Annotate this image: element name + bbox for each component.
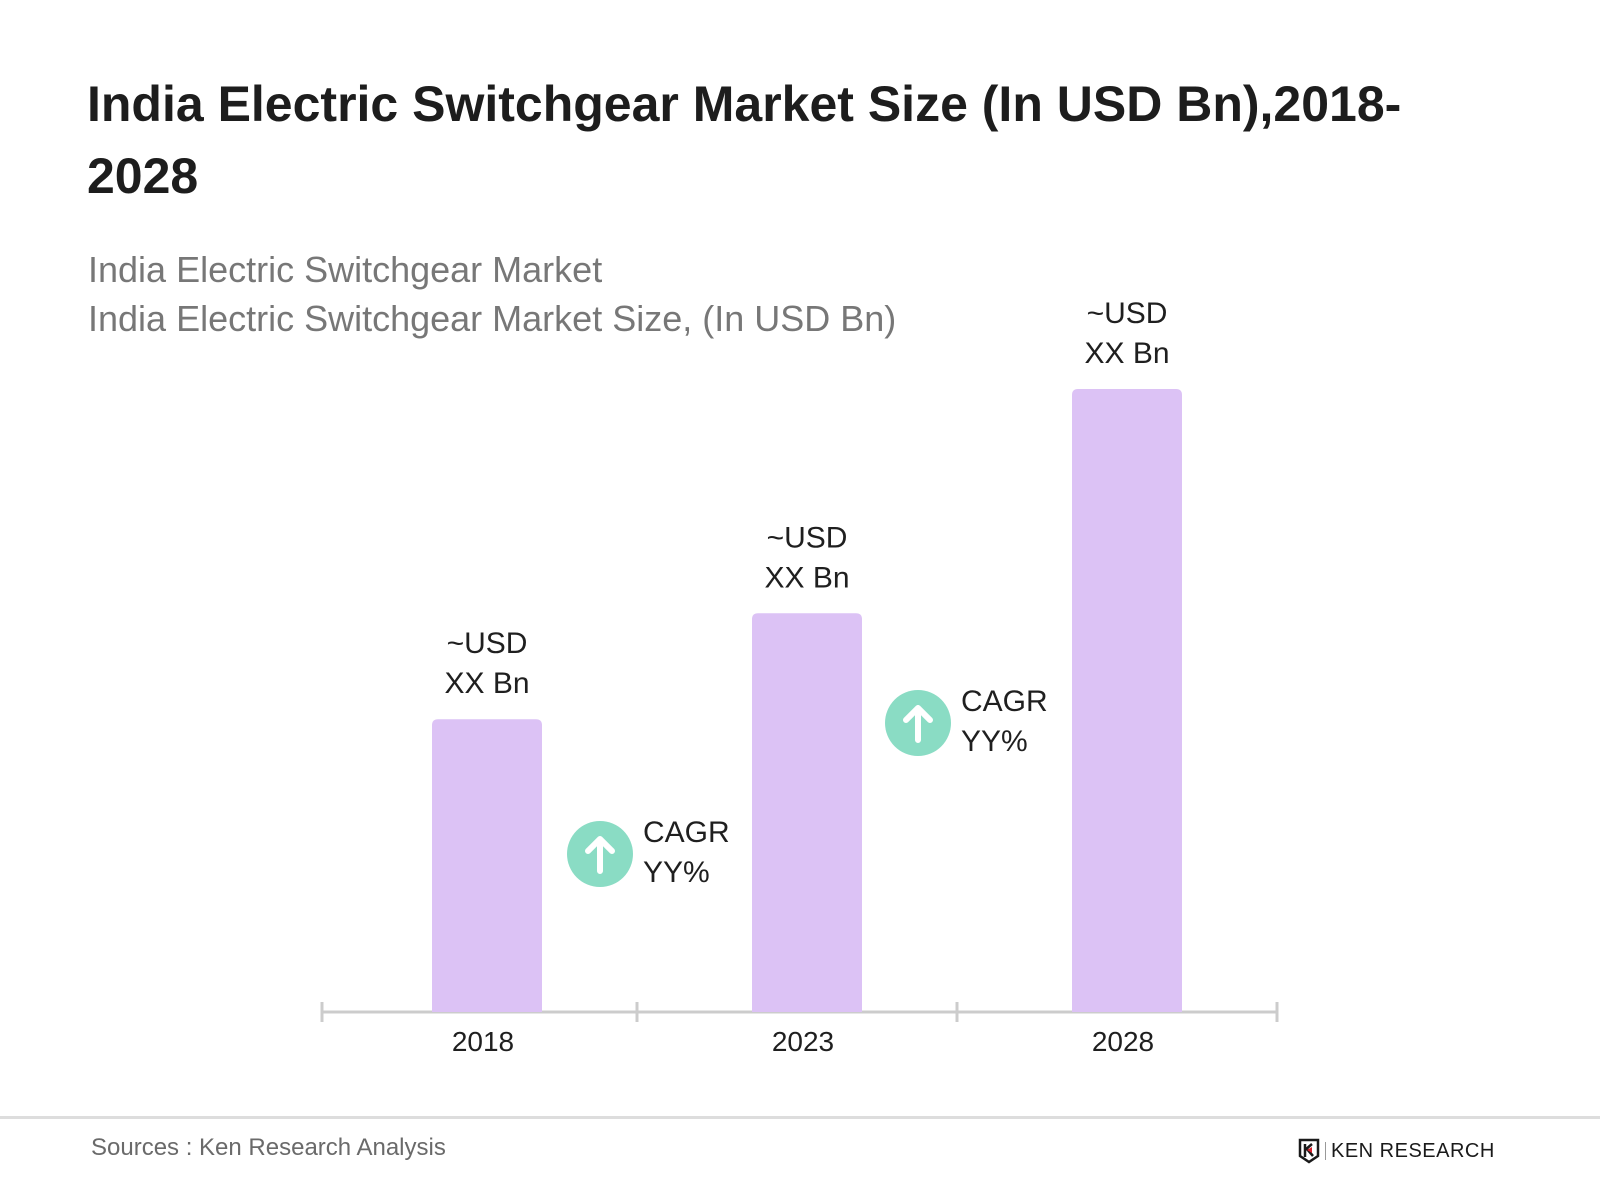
data-label-2018-line1: ~USD	[447, 627, 528, 660]
data-label-2028-line2: XX Bn	[1084, 337, 1169, 370]
bar-2018	[432, 719, 542, 1012]
data-label-2018-line2: XX Bn	[444, 667, 529, 700]
cagr-label: CAGR	[643, 816, 730, 849]
cagr-label: CAGR	[961, 685, 1048, 718]
data-label-2023-line2: XX Bn	[764, 561, 849, 594]
ken-research-logo: KEN RESEARCH	[1298, 1138, 1495, 1164]
x-tick-label-2023: 2023	[772, 1026, 834, 1057]
bar-2023	[752, 613, 862, 1012]
x-tick-label-2028: 2028	[1092, 1026, 1154, 1057]
x-tick-label-2018: 2018	[452, 1026, 514, 1057]
chart-subtitle-2: India Electric Switchgear Market Size, (…	[88, 298, 897, 339]
sources-text: Sources : Ken Research Analysis	[91, 1134, 446, 1161]
logo-text: KEN RESEARCH	[1331, 1139, 1495, 1162]
footer-divider	[0, 1116, 1600, 1119]
data-label-2028-line1: ~USD	[1087, 297, 1168, 330]
chart-title: India Electric Switchgear Market Size (I…	[87, 76, 1402, 204]
bar-2028	[1072, 389, 1182, 1012]
data-label-2023-line1: ~USD	[767, 521, 848, 554]
chart-subtitle-1: India Electric Switchgear Market	[88, 249, 603, 290]
ken-research-shield-icon	[1298, 1138, 1320, 1164]
arrow-up-icon	[903, 705, 933, 743]
cagr-value: YY%	[643, 856, 710, 889]
arrow-up-icon	[585, 836, 615, 874]
cagr-value: YY%	[961, 725, 1028, 758]
